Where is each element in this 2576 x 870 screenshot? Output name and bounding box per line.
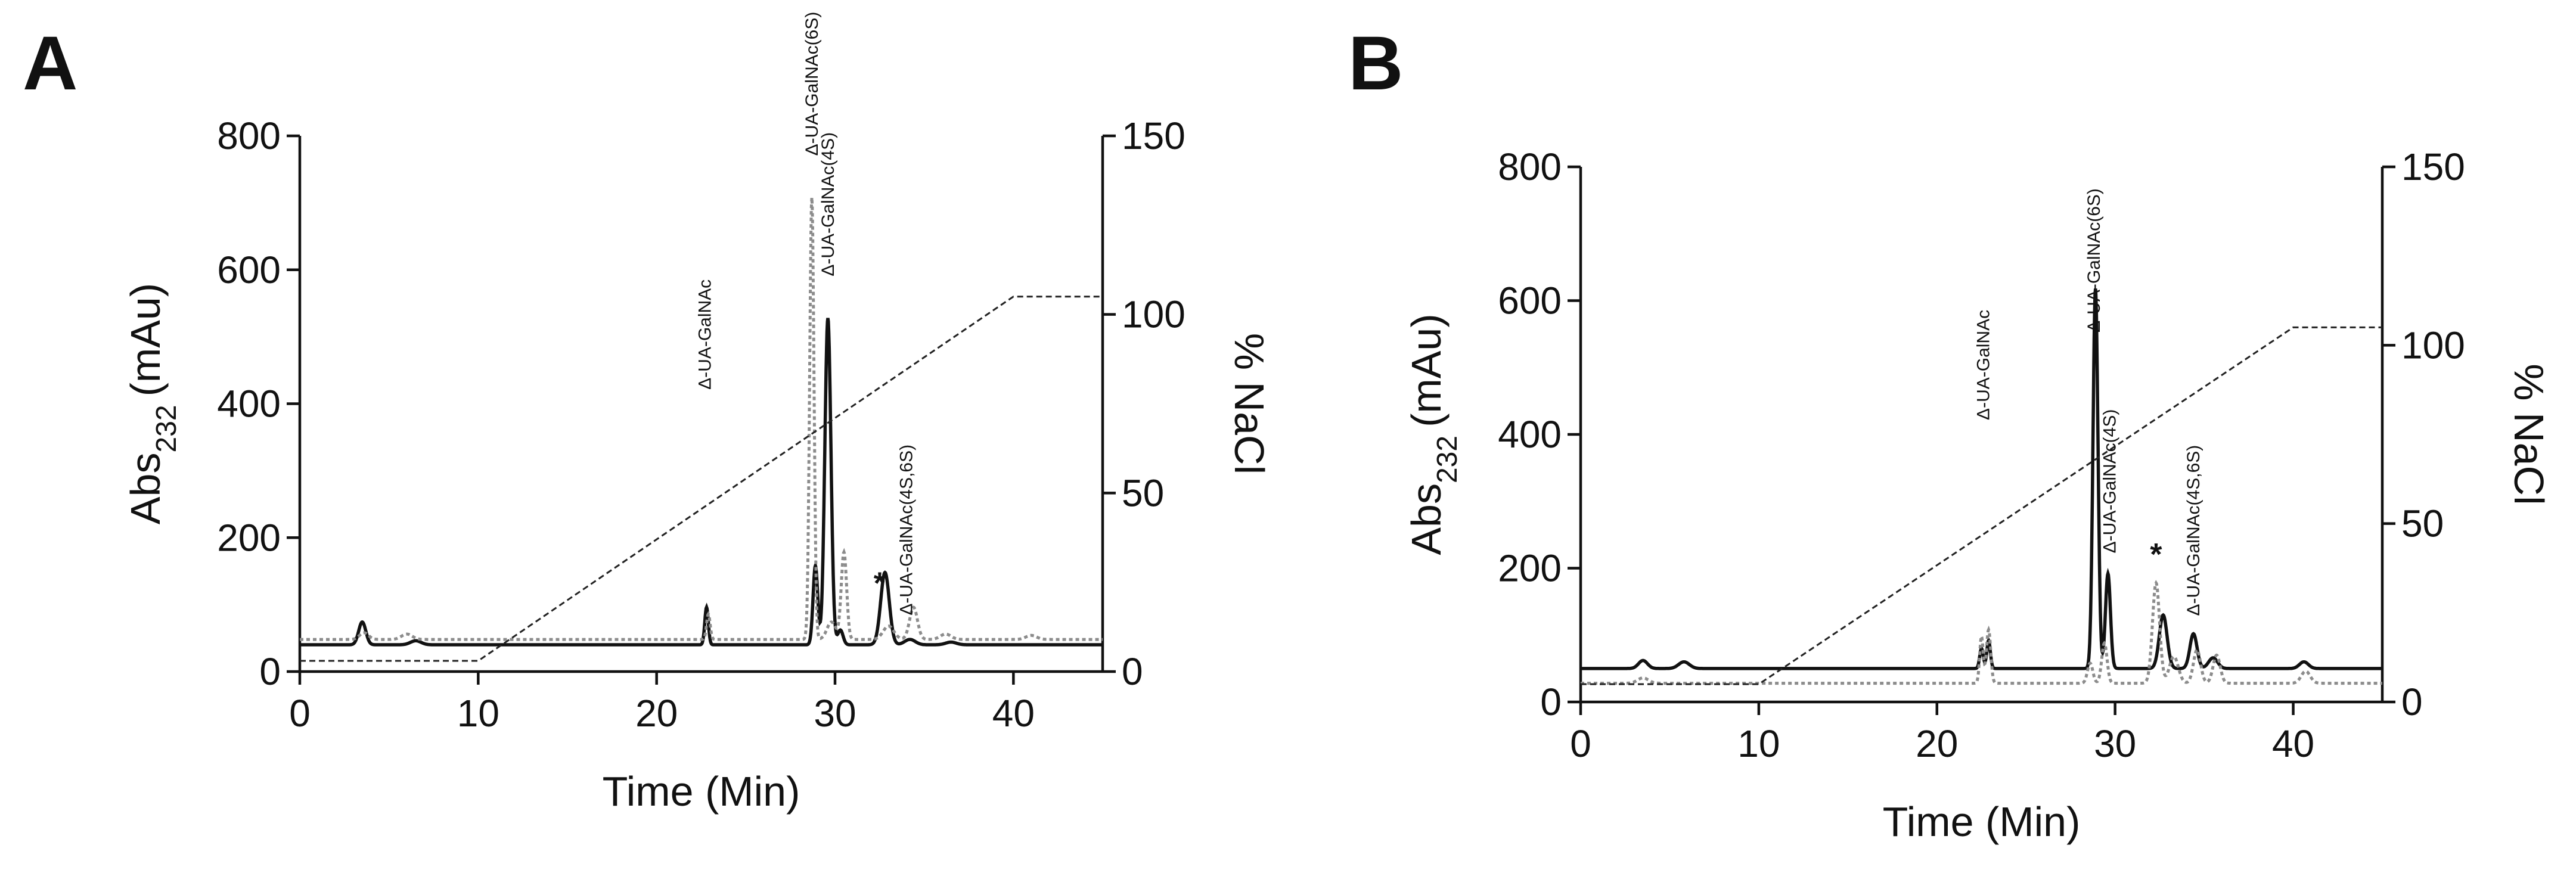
y-tick-label-right: 100 xyxy=(1122,293,1185,336)
y-tick-label-right: 0 xyxy=(2401,681,2423,723)
y-axis-title-left: Abs232 (mAu) xyxy=(122,283,182,524)
panel-letter: B xyxy=(1348,21,1403,106)
x-tick-label: 10 xyxy=(457,692,499,735)
y-tick-label-left: 200 xyxy=(1498,547,1562,590)
solid-chromatogram-trace xyxy=(1581,288,2382,670)
peak-asterisk: * xyxy=(2150,537,2162,572)
x-tick-label: 20 xyxy=(635,692,678,735)
y-axis-title-main: Abs xyxy=(122,453,169,525)
y-tick-label-left: 400 xyxy=(1498,413,1562,456)
y-axis-title-main: Abs xyxy=(1403,483,1450,555)
nacl-gradient-line xyxy=(300,296,1103,662)
x-tick-label: 40 xyxy=(2272,722,2314,765)
y-axis-title-subscript: 232 xyxy=(1432,436,1463,483)
dotted-chromatogram-trace xyxy=(300,197,1103,641)
y-tick-label-left: 800 xyxy=(1498,145,1562,188)
x-tick-label: 10 xyxy=(1737,722,1780,765)
peak-label: Δ-UA-GalNAc(6S) xyxy=(2084,188,2104,333)
peak-asterisk: * xyxy=(874,566,886,601)
y-axis-title-unit: (mAu) xyxy=(1403,313,1450,427)
peak-label: Δ-UA-GalNAc xyxy=(695,279,715,390)
x-axis-title: Time (Min) xyxy=(603,768,800,815)
y-tick-label-left: 600 xyxy=(217,248,281,291)
peak-label: Δ-UA-GalNAc xyxy=(1973,310,1993,420)
y-tick-label-right: 150 xyxy=(1122,114,1185,157)
y-axis-title-right: % NaCl xyxy=(1226,333,1273,474)
panel-letter: A xyxy=(23,21,77,106)
peak-label: Δ-UA-GalNAc(4S,6S) xyxy=(897,445,917,616)
x-axis-title: Time (Min) xyxy=(1883,798,2081,845)
x-tick-label: 30 xyxy=(814,692,856,735)
solid-chromatogram-trace xyxy=(300,318,1103,647)
y-tick-label-right: 0 xyxy=(1122,650,1143,693)
peak-label: Δ-UA-GalNAc(6S) xyxy=(802,12,822,156)
y-axis-title-left: Abs232 (mAu) xyxy=(1403,313,1463,555)
x-tick-label: 20 xyxy=(1916,722,1958,765)
peak-label: Δ-UA-GalNAc(4S) xyxy=(818,132,838,276)
y-tick-label-left: 200 xyxy=(217,516,281,559)
y-axis-title-right: % NaCl xyxy=(2506,363,2552,505)
y-tick-label-right: 50 xyxy=(1122,471,1164,514)
y-axis-title-unit: (mAu) xyxy=(122,283,169,397)
y-tick-label-right: 150 xyxy=(2401,145,2465,188)
x-tick-label: 0 xyxy=(1570,722,1591,765)
y-tick-label-left: 0 xyxy=(259,650,281,693)
y-tick-label-left: 0 xyxy=(1540,681,1562,723)
nacl-gradient-line xyxy=(1581,326,2382,685)
y-tick-label-left: 400 xyxy=(217,383,281,425)
x-tick-label: 40 xyxy=(992,692,1035,735)
y-tick-label-right: 100 xyxy=(2401,324,2465,366)
y-tick-label-left: 800 xyxy=(217,114,281,157)
dotted-chromatogram-trace xyxy=(1581,580,2382,685)
y-tick-label-right: 50 xyxy=(2401,502,2444,545)
y-axis-title-subscript: 232 xyxy=(151,405,182,452)
peak-label: Δ-UA-GalNAc(4S,6S) xyxy=(2184,445,2203,616)
y-tick-label-left: 600 xyxy=(1498,279,1562,322)
x-tick-label: 30 xyxy=(2094,722,2136,765)
x-tick-label: 0 xyxy=(289,692,311,735)
peak-label: Δ-UA-GalNAc(4S) xyxy=(2100,409,2120,554)
